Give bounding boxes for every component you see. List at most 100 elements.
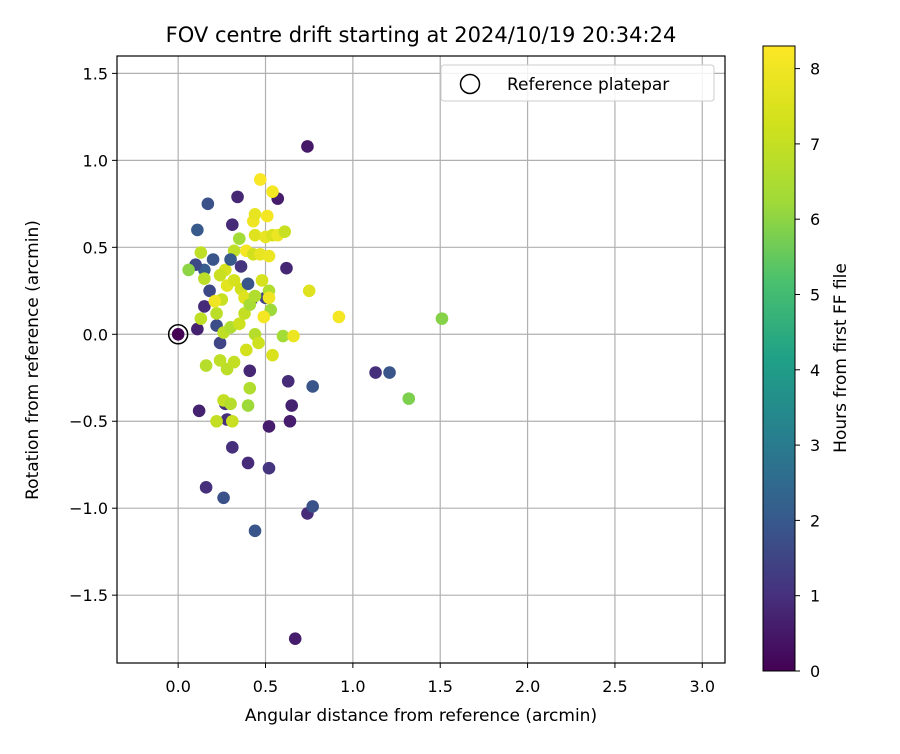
data-point: [288, 632, 302, 645]
data-point: [248, 289, 262, 303]
reference-platepar-marker: [167, 324, 189, 345]
data-point: [281, 374, 295, 388]
data-point: [203, 284, 216, 298]
data-point: [402, 392, 416, 405]
data-point: [226, 414, 239, 428]
x-ticks: 0.0 0.5 1.0 1.5 2.0 2.5 3.0: [165, 663, 715, 696]
plot-frame: [116, 55, 726, 664]
data-point: [301, 140, 314, 153]
data-point: [276, 329, 290, 343]
data-point: [243, 381, 257, 395]
data-point: [226, 441, 239, 454]
y-tick-label: 0.5: [83, 238, 108, 257]
data-point: [285, 399, 299, 412]
data-point: [206, 253, 220, 266]
data-point: [248, 228, 262, 242]
data-point: [266, 348, 279, 362]
data-point: [241, 456, 255, 470]
data-point: [302, 284, 316, 298]
data-point: [332, 310, 346, 324]
reference-marker-layer: [167, 324, 189, 345]
data-point: [248, 524, 262, 538]
x-tick-label: 1.5: [427, 677, 452, 696]
data-point: [231, 190, 244, 204]
data-point: [191, 322, 204, 336]
data-point: [253, 173, 267, 186]
data-point: [260, 209, 274, 223]
data-point: [283, 414, 297, 428]
data-point: [252, 336, 265, 350]
data-point: [435, 312, 449, 325]
data-point: [234, 260, 248, 273]
data-points: [171, 140, 449, 645]
legend: Reference platepar: [440, 64, 715, 102]
colorbar-ticks: 0 1 2 3 4 5 6 7 8: [795, 60, 820, 681]
data-point: [213, 354, 227, 367]
y-tick-label: −1.0: [69, 499, 108, 518]
data-point: [262, 420, 276, 433]
data-point: [239, 343, 253, 357]
data-point: [198, 272, 211, 285]
y-tick-label: 1.0: [83, 151, 108, 170]
colorbar-tick-label: 4: [810, 361, 820, 380]
x-axis-label: Angular distance from reference (arcmin): [245, 706, 597, 726]
data-point: [191, 223, 204, 237]
data-point: [217, 491, 230, 505]
data-point: [232, 317, 246, 331]
data-point: [262, 291, 276, 305]
x-tick-label: 0.5: [253, 677, 278, 696]
data-point: [241, 399, 255, 412]
data-point: [171, 327, 185, 341]
y-tick-label: −1.5: [69, 586, 108, 605]
data-point: [248, 207, 262, 221]
data-point: [199, 481, 213, 494]
colorbar-tick-label: 5: [810, 285, 820, 304]
chart-title: FOV centre drift starting at 2024/10/19 …: [166, 23, 677, 47]
colorbar-tick-label: 3: [810, 436, 820, 455]
data-point: [198, 300, 211, 313]
data-point: [257, 310, 271, 324]
colorbar: 0 1 2 3 4 5 6 7 8 Hours from first FF file: [762, 45, 851, 681]
colorbar-tick-label: 7: [810, 135, 820, 154]
grid: [117, 56, 725, 663]
x-tick-label: 1.0: [340, 677, 365, 696]
y-axis-label: Rotation from reference (arcmin): [23, 220, 43, 500]
colorbar-tick-label: 8: [810, 60, 820, 79]
data-point: [241, 277, 255, 291]
data-point: [226, 218, 239, 232]
data-point: [194, 246, 208, 259]
data-point: [224, 397, 237, 411]
x-tick-label: 3.0: [690, 677, 715, 696]
data-point: [262, 249, 276, 263]
colorbar-tick-label: 0: [810, 662, 820, 681]
data-point: [210, 307, 223, 320]
data-point: [210, 414, 223, 428]
y-tick-label: −0.5: [69, 412, 108, 431]
data-point: [369, 366, 382, 379]
data-point: [232, 232, 246, 245]
colorbar-gradient: [762, 45, 796, 672]
legend-label: Reference platepar: [507, 75, 669, 95]
data-point: [199, 359, 213, 372]
y-tick-label: 1.5: [83, 64, 108, 83]
data-point: [194, 312, 208, 325]
data-point: [192, 404, 206, 418]
legend-box: [440, 64, 715, 102]
data-point: [266, 185, 279, 198]
data-point: [224, 253, 237, 266]
colorbar-tick-label: 6: [810, 210, 820, 229]
data-point: [306, 500, 319, 513]
y-tick-label: 0.0: [83, 325, 108, 344]
x-tick-label: 2.5: [602, 677, 627, 696]
colorbar-tick-label: 1: [810, 587, 820, 606]
data-point: [201, 197, 215, 211]
data-point: [208, 294, 222, 308]
data-point: [182, 263, 195, 277]
data-point: [227, 355, 241, 369]
data-point: [213, 268, 227, 282]
y-ticks: −1.5 −1.0 −0.5 0.0 0.5 1.0 1.5: [69, 64, 117, 605]
x-tick-label: 2.0: [515, 677, 540, 696]
data-point: [280, 261, 293, 275]
